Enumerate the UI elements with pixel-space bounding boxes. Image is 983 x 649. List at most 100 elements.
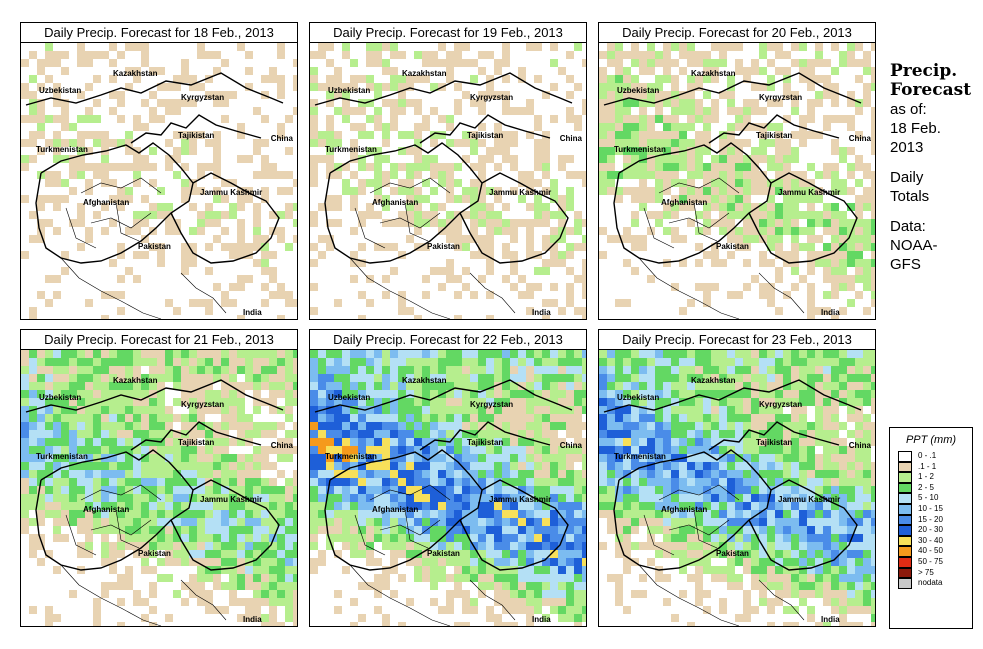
precip-cell <box>213 211 221 219</box>
precip-cell <box>149 406 157 414</box>
precip-cell <box>558 155 566 163</box>
precip-cell <box>21 494 29 502</box>
precip-cell <box>350 171 358 179</box>
map-panel-22feb: Daily Precip. Forecast for 22 Feb., 2013… <box>309 329 587 627</box>
precip-cell <box>550 283 558 291</box>
precip-cell <box>510 510 518 518</box>
precip-cell <box>277 550 285 558</box>
legend-swatch <box>898 525 912 536</box>
precip-cell <box>510 267 518 275</box>
precip-cell <box>141 454 149 462</box>
precip-cell <box>767 542 775 550</box>
precip-cell <box>550 542 558 550</box>
precip-cell <box>550 454 558 462</box>
precip-cell <box>422 566 430 574</box>
precip-cell <box>775 307 783 315</box>
precip-cell <box>334 366 342 374</box>
precip-cell <box>839 358 847 366</box>
precip-cell <box>37 107 45 115</box>
precip-cell <box>93 526 101 534</box>
precip-cell <box>470 558 478 566</box>
precip-cell <box>414 486 422 494</box>
border-line <box>369 484 451 501</box>
precip-cell <box>783 486 791 494</box>
precip-cell <box>558 67 566 75</box>
precip-cell <box>422 446 430 454</box>
precip-cell <box>847 494 855 502</box>
precip-cell <box>197 470 205 478</box>
precip-cell <box>61 390 69 398</box>
precip-cell <box>37 59 45 67</box>
precip-cell <box>767 203 775 211</box>
precip-cell <box>510 139 518 147</box>
precip-cell <box>631 358 639 366</box>
precip-cell <box>318 422 326 430</box>
precip-cell <box>863 374 871 382</box>
precip-cell <box>29 430 37 438</box>
precip-cell <box>205 542 213 550</box>
border-line <box>25 379 284 413</box>
precip-cell <box>863 203 871 211</box>
precip-cell <box>125 139 133 147</box>
precip-cell <box>37 390 45 398</box>
precip-cell <box>253 542 261 550</box>
precip-cell <box>502 414 510 422</box>
precip-cell <box>53 147 61 155</box>
precip-cell <box>29 542 37 550</box>
precip-cell <box>855 414 863 422</box>
precip-cell <box>631 510 639 518</box>
precip-cell <box>358 75 366 83</box>
precip-cell <box>542 590 550 598</box>
precip-cell <box>470 382 478 390</box>
precip-cell <box>807 494 815 502</box>
precip-cell <box>446 406 454 414</box>
precip-cell <box>623 510 631 518</box>
precip-cell <box>534 75 542 83</box>
precip-cell <box>767 406 775 414</box>
precip-cell <box>823 91 831 99</box>
precip-cell <box>237 406 245 414</box>
precip-cell <box>326 438 334 446</box>
precip-cell <box>478 203 486 211</box>
precip-cell <box>687 534 695 542</box>
precip-cell <box>815 358 823 366</box>
precip-cell <box>823 203 831 211</box>
precip-cell <box>109 139 117 147</box>
precip-cell <box>366 374 374 382</box>
border-line <box>613 449 772 571</box>
precip-map: KazakhstanUzbekistanKyrgyzstanTajikistan… <box>599 350 875 626</box>
precip-cell <box>815 51 823 59</box>
precip-cell <box>631 478 639 486</box>
precip-cell <box>197 299 205 307</box>
precip-cell <box>582 606 586 614</box>
precip-cell <box>398 219 406 227</box>
precip-cell <box>759 406 767 414</box>
precip-cell <box>406 454 414 462</box>
precip-cell <box>815 259 823 267</box>
precip-cell <box>398 430 406 438</box>
precip-cell <box>310 414 318 422</box>
precip-cell <box>414 171 422 179</box>
precip-cell <box>189 187 197 195</box>
precip-cell <box>285 566 293 574</box>
precip-cell <box>719 422 727 430</box>
precip-cell <box>93 350 101 358</box>
precip-cell <box>623 422 631 430</box>
precip-cell <box>855 107 863 115</box>
precip-cell <box>125 486 133 494</box>
precip-cell <box>631 115 639 123</box>
precip-cell <box>615 462 623 470</box>
precip-cell <box>37 227 45 235</box>
precip-cell <box>767 550 775 558</box>
precip-cell <box>205 406 213 414</box>
precip-cell <box>711 366 719 374</box>
precip-cell <box>310 494 318 502</box>
precip-cell <box>173 478 181 486</box>
precip-cell <box>454 486 462 494</box>
precip-cell <box>253 550 261 558</box>
precip-cell <box>446 510 454 518</box>
precip-cell <box>205 398 213 406</box>
precip-cell <box>334 414 342 422</box>
precip-cell <box>839 606 847 614</box>
precip-cell <box>671 438 679 446</box>
